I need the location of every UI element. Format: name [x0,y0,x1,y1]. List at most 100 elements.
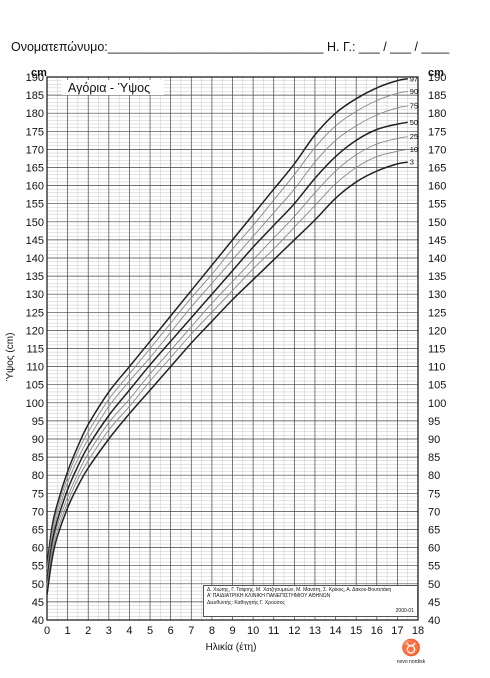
percentile-3-line [46,161,408,595]
x-tick-9: 9 [229,625,235,637]
x-tick-16: 16 [371,625,383,637]
percentile-3-label: 3 [410,158,414,167]
y-tick-left-55: 55 [32,561,44,573]
x-tick-13: 13 [309,625,321,637]
plot-frame [46,76,419,621]
credits-director: Διευθυντής: Καθηγητής Γ. Χρούσος [207,599,285,606]
y-tick-left-175: 175 [26,126,44,138]
x-tick-4: 4 [126,625,132,637]
x-tick-6: 6 [168,625,174,637]
percentile-curves [46,78,408,595]
y-tick-right-185: 185 [428,90,446,102]
y-tick-left-80: 80 [32,470,44,482]
y-tick-left-50: 50 [32,579,44,591]
y-tick-right-40: 40 [428,615,440,627]
credits-authors: Δ. Χιώτης, Γ. Τσίφτης, Μ. Χατζησυμεών, Μ… [207,587,392,593]
percentile-90-line [46,91,408,570]
y-tick-left-90: 90 [32,434,44,446]
x-tick-3: 3 [106,625,112,637]
y-tick-right-165: 165 [428,163,446,175]
percentile-25-line [46,136,408,586]
x-tick-2: 2 [85,625,91,637]
y-unit-right: cm [428,67,444,79]
percentile-10-label: 10 [410,145,418,154]
y-tick-right-60: 60 [428,543,440,555]
y-tick-right-95: 95 [428,416,440,428]
novo-nordisk-logo: ♉ novo nordisk [391,640,431,666]
y-tick-left-45: 45 [32,597,44,609]
y-tick-left-185: 185 [26,90,44,102]
y-tick-left-145: 145 [26,235,44,247]
y-tick-left-150: 150 [26,217,44,229]
apis-bull-icon: ♉ [401,640,421,657]
credits-box: Δ. Χιώτης, Γ. Τσίφτης, Μ. Χατζησυμεών, Μ… [203,585,418,617]
percentile-97-line [46,78,408,566]
y-axis-title: Ύψος (cm) [5,333,16,382]
x-tick-8: 8 [209,625,215,637]
y-tick-left-120: 120 [26,325,44,337]
y-tick-right-155: 155 [428,199,446,211]
y-tick-right-75: 75 [428,488,440,500]
y-tick-right-120: 120 [428,325,446,337]
y-tick-left-70: 70 [32,506,44,518]
percentile-labels: 97 90 75 50 25 10 3 [410,74,418,166]
x-tick-12: 12 [288,625,300,637]
credits-year: 2000-01 [395,607,414,614]
y-tick-right-190: 190 [428,72,446,84]
y-tick-left-115: 115 [26,344,44,356]
x-tick-1: 1 [65,625,71,637]
x-tick-5: 5 [147,625,153,637]
y-tick-left-160: 160 [26,181,44,193]
y-tick-left-100: 100 [26,398,44,410]
birthdate-field-label: Η. Γ.: ___ / ___ / ____ [327,40,450,54]
logo-text: novo nordisk [396,659,426,665]
y-tick-right-70: 70 [428,506,440,518]
y-tick-left-85: 85 [32,452,44,464]
x-axis-ticks: 0 1 2 3 4 5 6 7 8 9 10 11 12 13 14 15 16 17 18 [44,625,424,637]
y-tick-right-115: 115 [428,344,446,356]
y-tick-right-110: 110 [428,362,446,374]
x-tick-18: 18 [412,625,424,637]
x-tick-11: 11 [268,625,279,637]
y-unit-left: cm [31,67,47,79]
percentile-75-line [46,105,408,575]
x-tick-10: 10 [247,625,259,637]
y-tick-right-90: 90 [428,434,440,446]
y-tick-right-50: 50 [428,579,440,591]
y-tick-right-80: 80 [428,470,440,482]
y-tick-left-75: 75 [32,488,44,500]
y-tick-left-165: 165 [26,163,44,175]
y-tick-right-160: 160 [428,181,446,193]
x-tick-17: 17 [391,625,403,637]
y-tick-left-140: 140 [26,253,44,265]
y-tick-right-65: 65 [428,525,440,537]
percentile-25-label: 25 [410,132,418,141]
x-tick-15: 15 [350,625,362,637]
y-tick-left-110: 110 [26,362,44,374]
y-tick-left-60: 60 [32,543,44,555]
x-tick-7: 7 [188,625,194,637]
percentile-50-label: 50 [410,118,418,127]
y-tick-right-55: 55 [428,561,440,573]
percentile-50-line [46,121,408,581]
y-tick-right-175: 175 [428,126,446,138]
chart-title: Αγόρια - Ύψος [68,81,150,95]
y-tick-right-135: 135 [428,271,446,283]
name-field-label: Ονοματεπώνυμο:__________________________… [11,40,324,54]
percentile-75-label: 75 [410,101,418,110]
y-tick-left-190: 190 [26,72,44,84]
y-tick-right-170: 170 [428,144,446,156]
y-tick-left-135: 135 [26,271,44,283]
percentile-90-label: 90 [410,87,418,96]
y-tick-right-145: 145 [428,235,446,247]
major-grid [46,76,419,621]
y-tick-right-125: 125 [428,307,446,319]
percentile-97-label: 97 [410,74,418,83]
percentile-10-line [46,148,408,590]
y-tick-left-65: 65 [32,525,44,537]
y-tick-left-95: 95 [32,416,44,428]
y-tick-left-105: 105 [26,380,44,392]
x-axis-title: Ηλικία (έτη) [206,641,257,653]
y-tick-right-45: 45 [428,597,440,609]
